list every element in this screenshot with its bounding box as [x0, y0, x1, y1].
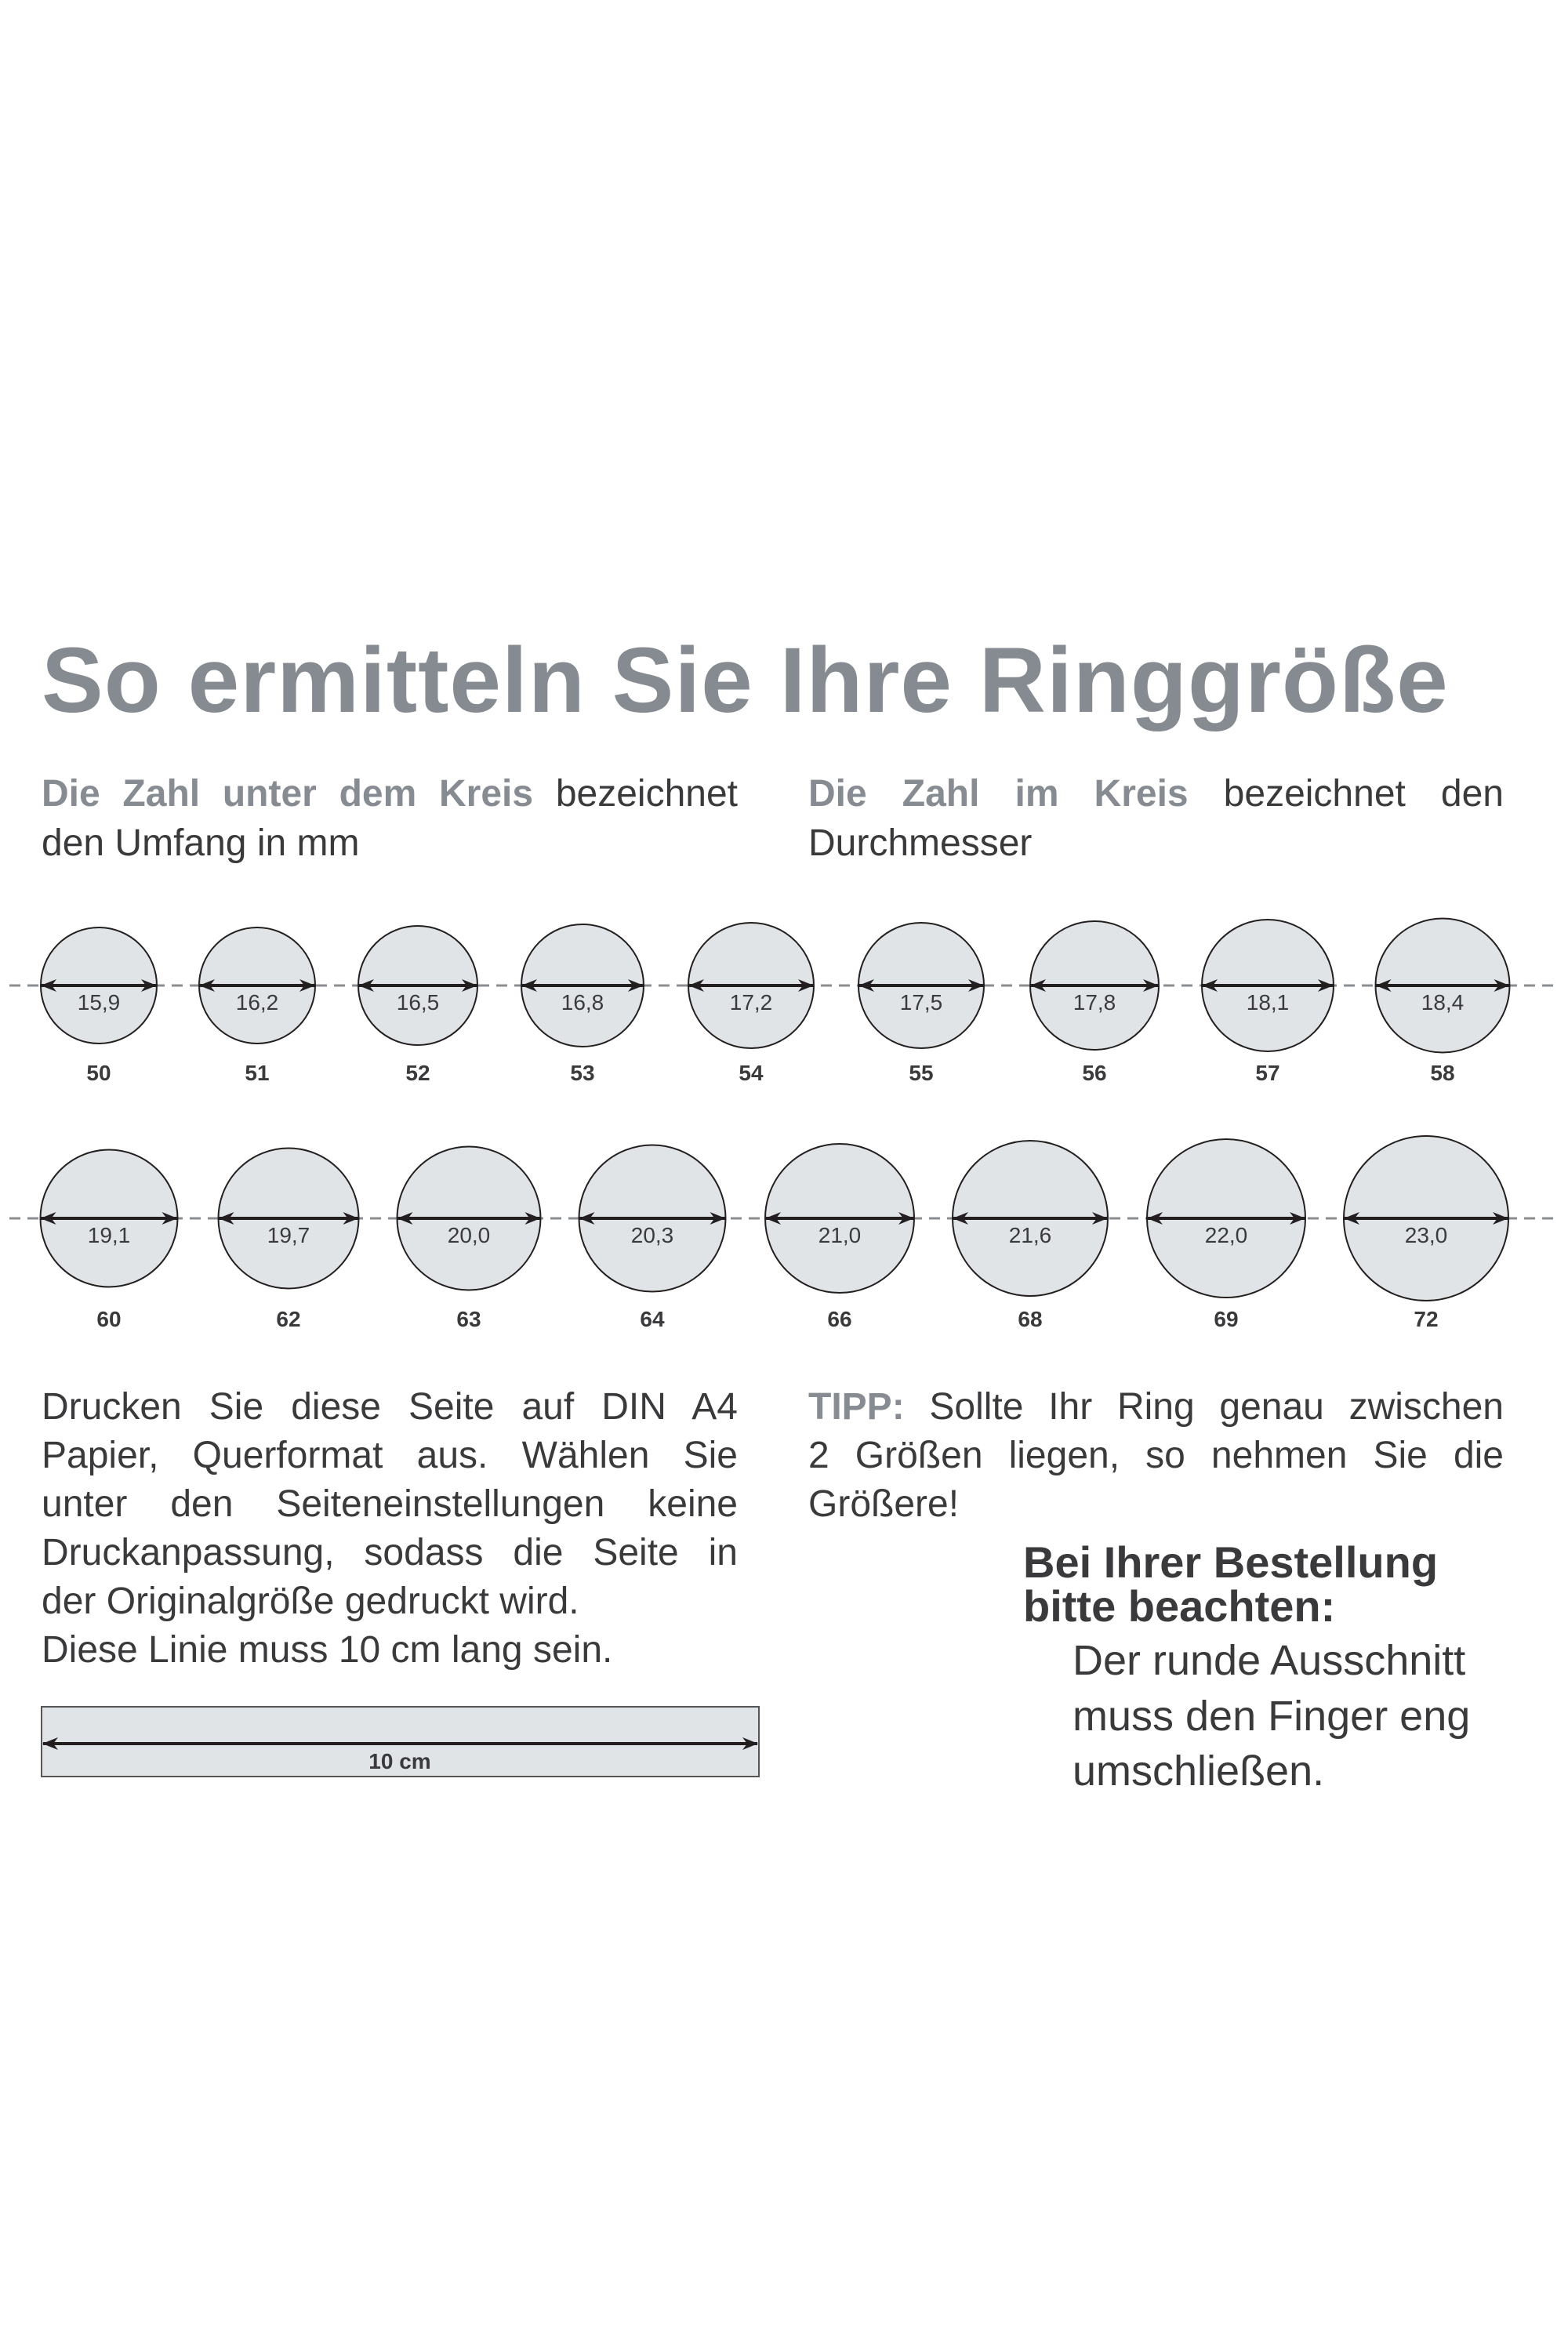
ring-size-label: 58: [1430, 1061, 1454, 1085]
ring-size-label: 56: [1082, 1061, 1106, 1085]
legend-left-line2: den Umfang in mm: [42, 822, 360, 864]
legend-right-line2: Durchmesser: [808, 822, 1033, 864]
tip-line2: 2 Größen liegen, so nehmen Sie die: [808, 1435, 1504, 1476]
ring-58: 18,4 58: [1374, 917, 1511, 1085]
ring-diameter-label: 17,5: [900, 990, 943, 1014]
instruction-line: der Originalgröße gedruckt wird.: [42, 1581, 579, 1622]
ring-66: 21,0 66: [764, 1143, 915, 1331]
order-note-title-line: bitte beachten:: [1023, 1581, 1336, 1631]
ring-diameter-label: 16,5: [397, 990, 440, 1014]
ring-diameter-label: 22,0: [1205, 1223, 1248, 1247]
ring-size-label: 53: [570, 1061, 594, 1085]
ring-52: 16,5 52: [358, 925, 478, 1085]
ring-size-label: 72: [1414, 1307, 1438, 1331]
ring-diameter-label: 17,8: [1073, 990, 1116, 1014]
order-note-line: umschließen.: [1073, 1748, 1325, 1795]
ring-diameter-label: 21,6: [1009, 1223, 1052, 1247]
ring-size-label: 57: [1255, 1061, 1279, 1085]
ring-size-label: 54: [739, 1061, 764, 1085]
ring-69: 22,0 69: [1146, 1138, 1306, 1331]
ring-55: 17,5 55: [858, 922, 985, 1085]
legend-left-line1: Die Zahl unter dem Kreis bezeichnet: [42, 770, 738, 818]
instruction-line: Drucken Sie diese Seite auf DIN A4: [42, 1386, 738, 1428]
ring-diameter-label: 16,8: [561, 990, 604, 1014]
ring-54: 17,2 54: [688, 922, 815, 1085]
ring-size-label: 63: [456, 1307, 481, 1331]
ring-diameter-label: 20,0: [448, 1223, 491, 1247]
ring-size-label: 66: [827, 1307, 851, 1331]
ring-diameter-label: 15,9: [78, 990, 121, 1014]
legend-right-text: bezeichnet den: [1188, 773, 1504, 815]
ring-size-label: 51: [245, 1061, 269, 1085]
ring-diameter-label: 23,0: [1405, 1223, 1448, 1247]
order-note-title-line: Bei Ihrer Bestellung: [1023, 1537, 1439, 1587]
ring-size-label: 60: [96, 1307, 121, 1331]
ring-51: 16,2 51: [198, 927, 316, 1085]
legend-right-highlight: Die Zahl im Kreis: [808, 773, 1189, 815]
tip-label: TIPP:: [808, 1386, 905, 1428]
ring-56: 17,8 56: [1029, 920, 1160, 1085]
legend-right-line1: Die Zahl im Kreis bezeichnet den: [808, 770, 1504, 818]
ring-diameter-label: 18,4: [1421, 990, 1465, 1014]
instruction-line: Papier, Querformat aus. Wählen Sie: [42, 1435, 738, 1476]
instruction-line: unter den Seiteneinstellungen keine: [42, 1483, 738, 1525]
ring-size-label: 52: [405, 1061, 430, 1085]
page-title: So ermitteln Sie Ihre Ringgröße: [42, 629, 1449, 732]
ring-diameter-label: 19,1: [88, 1223, 131, 1247]
legend-left-text: bezeichnet: [533, 773, 738, 815]
tip-text: Sollte Ihr Ring genau zwischen: [904, 1386, 1504, 1428]
ring-diameter-label: 16,2: [236, 990, 279, 1014]
ring-63: 20,0 63: [396, 1145, 542, 1331]
ring-size-label: 64: [640, 1307, 665, 1331]
ring-size-label: 69: [1214, 1307, 1238, 1331]
order-note-line: muss den Finger eng: [1073, 1693, 1471, 1740]
ring-53: 16,8 53: [521, 924, 644, 1085]
ring-size-label: 55: [909, 1061, 933, 1085]
ring-50: 15,9 50: [40, 927, 158, 1085]
order-note-line: Der runde Ausschnitt: [1073, 1637, 1466, 1684]
ring-62: 19,7 62: [217, 1147, 360, 1331]
legend-left-highlight: Die Zahl unter dem Kreis: [42, 773, 534, 815]
instruction-line: Diese Linie muss 10 cm lang sein.: [42, 1629, 613, 1671]
ring-diameter-label: 19,7: [267, 1223, 310, 1247]
ring-size-label: 50: [86, 1061, 111, 1085]
tip-line3: Größere!: [808, 1483, 960, 1525]
ring-60: 19,1 60: [39, 1149, 179, 1331]
ring-57: 18,1 57: [1201, 919, 1334, 1085]
ring-size-label: 68: [1018, 1307, 1042, 1331]
ring-68: 21,6 68: [952, 1140, 1109, 1331]
ring-diameter-label: 21,0: [818, 1223, 862, 1247]
order-note-title: Bei Ihrer Bestellung bitte beachten:: [1023, 1541, 1438, 1628]
ring-size-label: 62: [276, 1307, 300, 1331]
instruction-line: Druckanpassung, sodass die Seite in: [42, 1532, 738, 1573]
tip-line1: TIPP: Sollte Ihr Ring genau zwischen: [808, 1383, 1504, 1432]
ring-64: 20,3 64: [578, 1144, 727, 1331]
ring-diameter-label: 20,3: [631, 1223, 674, 1247]
ring-diameter-label: 17,2: [730, 990, 773, 1014]
ruler-label: 10 cm: [368, 1749, 430, 1773]
ring-72: 23,0 72: [1343, 1135, 1509, 1331]
ring-diameter-label: 18,1: [1247, 990, 1290, 1014]
